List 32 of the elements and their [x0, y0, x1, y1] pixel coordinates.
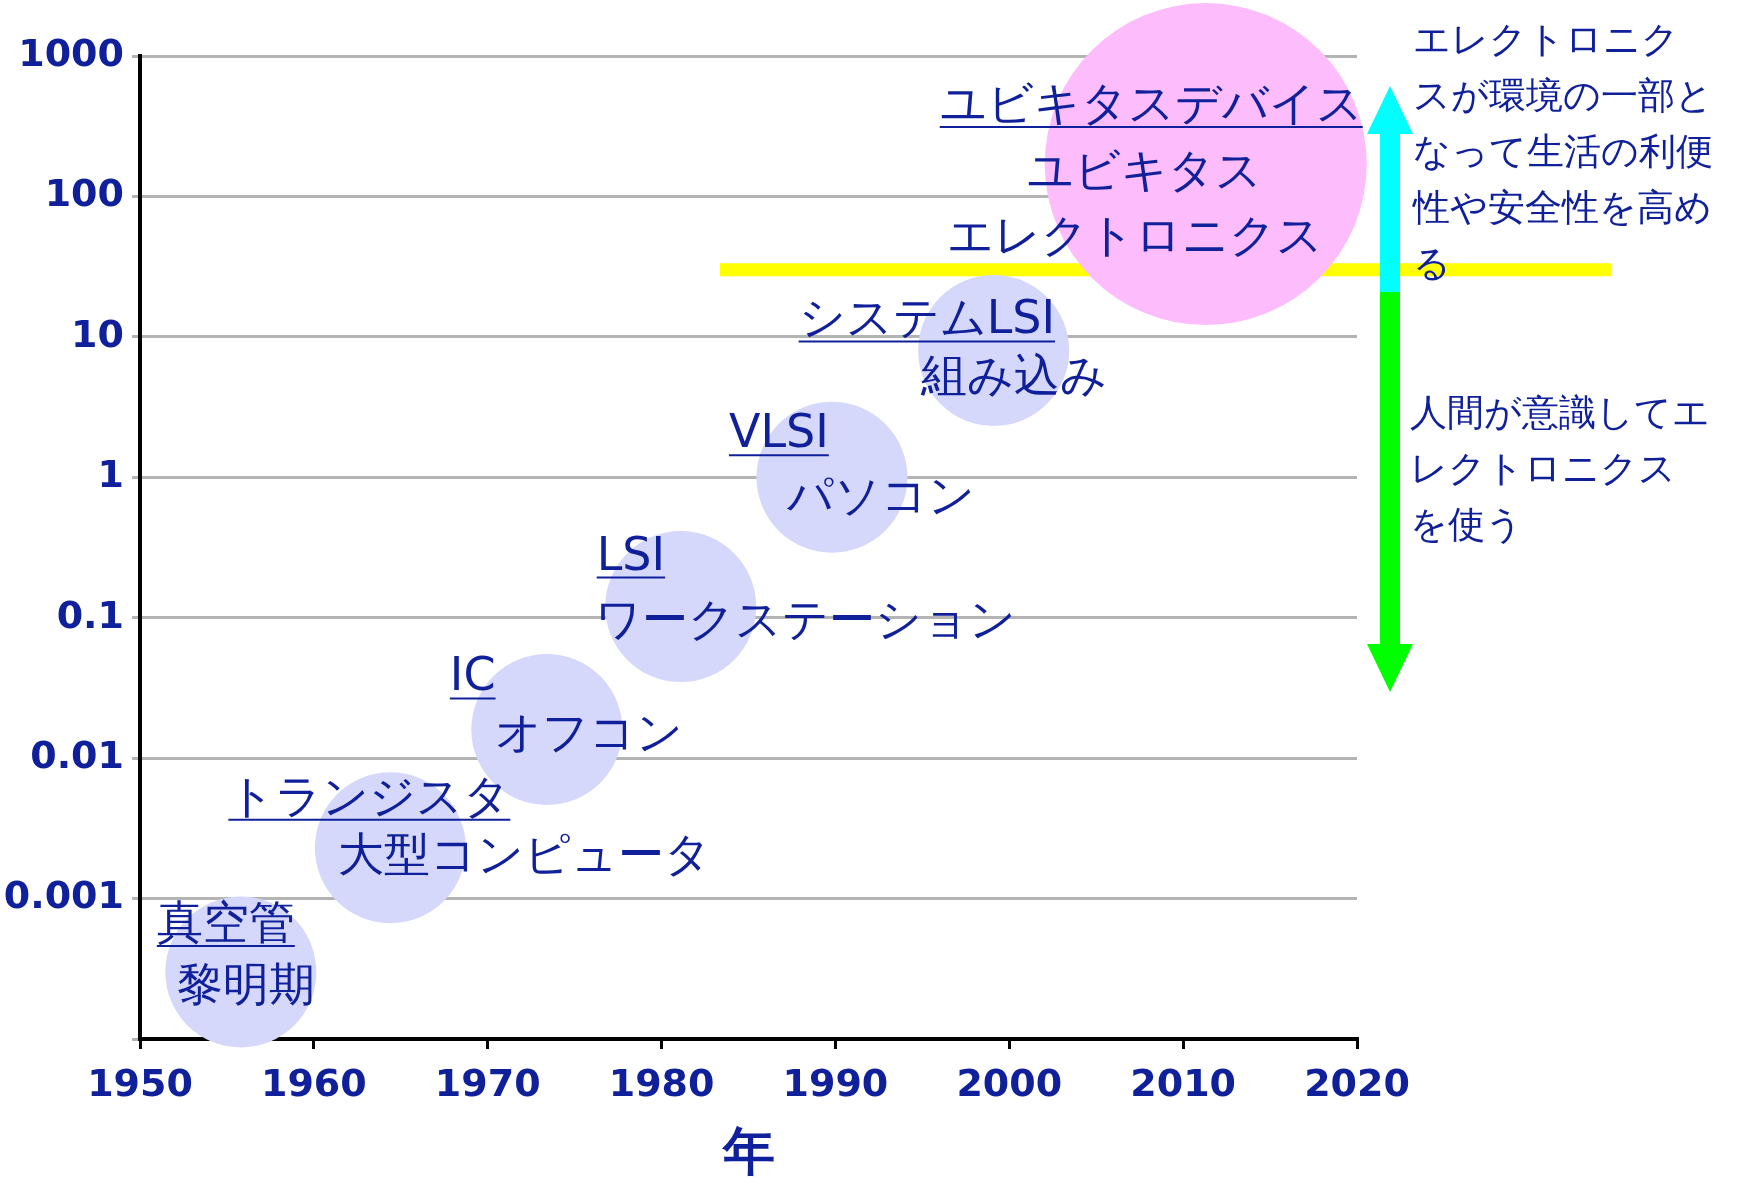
x-tick-label: 1980	[608, 1060, 715, 1105]
annotation: LSI	[596, 526, 666, 581]
y-tick-label: 0.01	[30, 733, 124, 778]
annotation: トランジスタ	[228, 768, 511, 823]
annotation: ユビキタス	[1026, 143, 1262, 198]
y-tick-label: 100	[44, 171, 124, 216]
annotation: ユビキタスデバイス	[939, 76, 1363, 131]
y-tick-label: 0.001	[3, 873, 124, 918]
annotation: 大型コンピュータ	[338, 826, 712, 881]
x-tick-label: 2000	[956, 1060, 1063, 1105]
annotation: パソコン	[785, 468, 975, 523]
annotation: オフコン	[494, 705, 683, 760]
y-tick-label: 1	[97, 452, 124, 497]
text: 人間が意識してエレクトロニクスを使う	[1410, 390, 1710, 548]
x-tick-label: 1990	[782, 1060, 889, 1105]
annotation: 真空管	[156, 895, 295, 949]
x-tick-label: 1950	[87, 1060, 193, 1105]
x-tick-label: 2020	[1304, 1060, 1410, 1105]
annotation: 組み込み	[919, 348, 1107, 403]
annotation: VLSI	[728, 404, 829, 459]
y-tick-label: 10	[71, 311, 124, 356]
annotation: ワークステーション	[594, 591, 1016, 646]
x-axis-title: 年	[720, 1121, 775, 1182]
x-tick-label: 2010	[1130, 1060, 1237, 1105]
x-tick-label: 1960	[260, 1060, 367, 1105]
x-tick-label: 1970	[434, 1060, 541, 1105]
annotation: エレクトロニクス	[946, 208, 1323, 263]
y-tick-label: 1000	[18, 30, 124, 75]
annotation: システムLSI	[798, 290, 1056, 345]
y-tick-label: 0.1	[56, 592, 124, 637]
annotation: 黎明期	[176, 957, 315, 1011]
annotation: IC	[449, 647, 496, 702]
